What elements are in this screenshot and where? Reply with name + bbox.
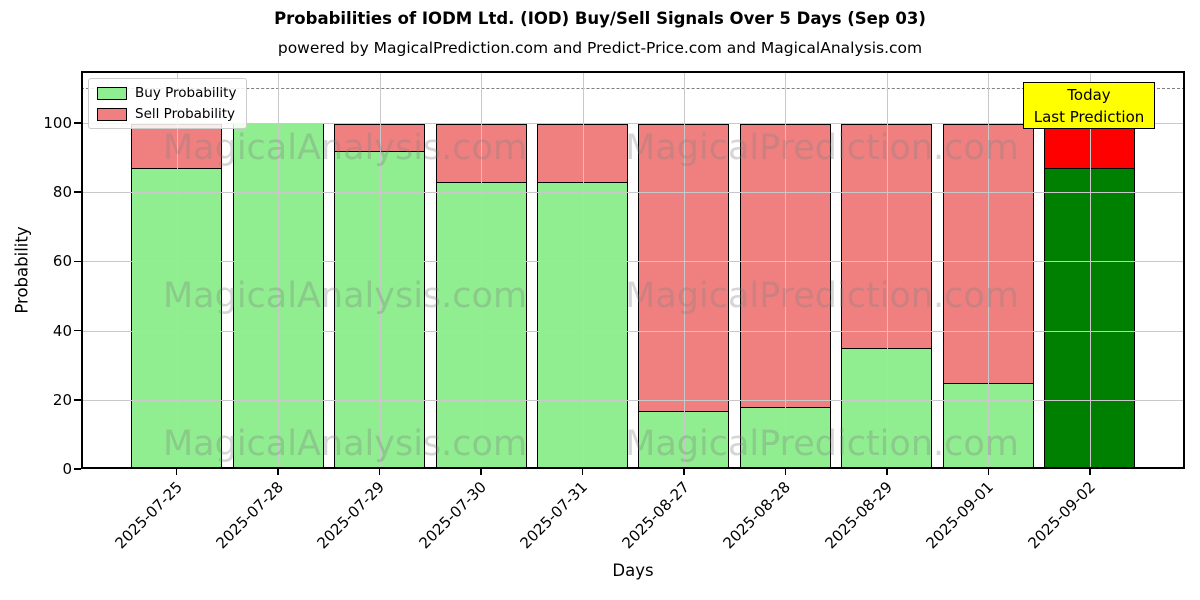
- y-tick-label: 20: [52, 390, 72, 409]
- y-tick-label: 0: [62, 460, 72, 478]
- y-tick-label: 80: [52, 183, 72, 202]
- x-tick-label: 2025-07-28: [212, 478, 287, 553]
- v-gridline: [683, 71, 685, 469]
- x-tick-label: 2025-08-29: [821, 478, 896, 553]
- x-tick-mark: [683, 469, 685, 475]
- sell-probability-swatch: [97, 107, 127, 121]
- y-tick-label: 60: [52, 252, 72, 271]
- x-tick-mark: [886, 469, 888, 475]
- v-gridline: [379, 71, 381, 469]
- x-tick-mark: [480, 469, 482, 475]
- h-gridline: [81, 330, 1185, 332]
- x-tick-mark: [581, 469, 584, 475]
- y-tick-mark: [74, 260, 81, 263]
- x-tick-mark: [378, 469, 381, 475]
- x-tick-mark: [1088, 469, 1091, 475]
- x-tick-label: 2025-07-29: [313, 478, 389, 553]
- plot-area: MagicalAnalysis.com MagicalPrediction.com…: [43, 71, 1185, 552]
- buy-probability-swatch: [97, 86, 127, 100]
- x-tick-label: 2025-07-30: [415, 478, 490, 553]
- v-gridline: [278, 71, 280, 469]
- x-tick-label: 2025-07-25: [111, 478, 186, 553]
- x-tick-mark: [175, 469, 178, 475]
- x-tick-mark: [987, 469, 990, 475]
- y-tick-label: 100: [43, 113, 72, 132]
- y-tick-label: 40: [52, 321, 72, 340]
- today-annotation-line1: Today: [1067, 86, 1111, 104]
- legend-buy-label: Buy Probability: [135, 85, 237, 101]
- h-gridline: [81, 399, 1185, 401]
- x-tick-mark: [277, 469, 279, 475]
- y-tick-mark: [74, 329, 81, 332]
- x-axis-label: Days: [612, 561, 654, 580]
- v-gridline: [1089, 71, 1091, 469]
- y-tick-mark: [74, 398, 81, 401]
- y-tick-mark: [74, 122, 81, 124]
- today-annotation-box: Today Last Prediction: [1023, 82, 1155, 129]
- x-tick-label: 2025-07-31: [516, 478, 592, 553]
- legend-sell-label: Sell Probability: [135, 106, 236, 122]
- chart-title: Probabilities of IODM Ltd. (IOD) Buy/Sel…: [274, 9, 926, 28]
- v-gridline: [988, 71, 990, 469]
- y-tick-mark: [74, 191, 81, 193]
- h-gridline: [81, 122, 1185, 124]
- v-gridline: [785, 71, 787, 469]
- x-tick-label: 2025-09-01: [922, 478, 998, 553]
- chart-subtitle: powered by MagicalPrediction.com and Pre…: [277, 39, 923, 57]
- h-gridline: [81, 261, 1185, 263]
- legend: Buy Probability Sell Probability: [88, 78, 248, 129]
- x-tick-label: 2025-09-02: [1024, 478, 1099, 553]
- v-gridline: [582, 71, 584, 469]
- v-gridline: [481, 71, 483, 469]
- x-tick-mark: [784, 469, 787, 475]
- x-tick-label: 2025-08-27: [618, 478, 693, 553]
- y-axis-label: Probability: [12, 226, 32, 314]
- legend-entry-buy: Buy Probability: [97, 85, 236, 101]
- legend-entry-sell: Sell Probability: [97, 106, 236, 122]
- h-gridline: [81, 192, 1185, 194]
- x-tick-label: 2025-08-28: [719, 478, 795, 553]
- v-gridline: [886, 71, 888, 469]
- threshold-dashed-line: [81, 88, 1185, 90]
- y-tick-mark: [74, 468, 81, 470]
- v-gridline: [176, 71, 178, 469]
- today-annotation-line2: Last Prediction: [1033, 107, 1145, 126]
